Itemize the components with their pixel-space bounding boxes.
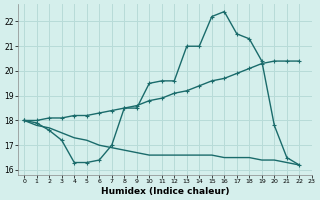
X-axis label: Humidex (Indice chaleur): Humidex (Indice chaleur): [101, 187, 229, 196]
